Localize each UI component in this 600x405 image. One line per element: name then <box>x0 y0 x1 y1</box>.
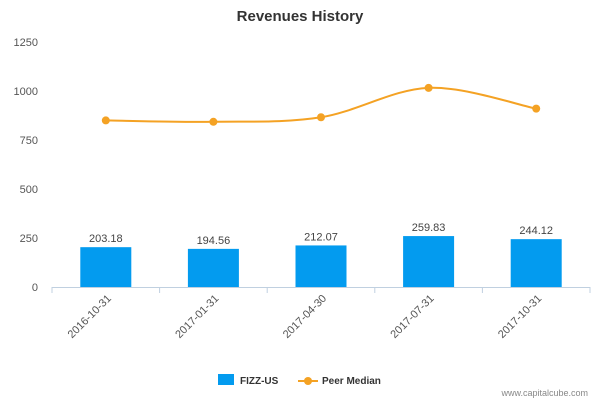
legend: FIZZ-US Peer Median <box>218 374 381 387</box>
y-tick-label: 1250 <box>14 37 38 49</box>
peer-median-point <box>317 113 325 122</box>
x-tick-label: 2017-01-31 <box>173 293 221 341</box>
peer-median-point <box>424 83 433 92</box>
legend-swatch-fizz-us <box>218 374 234 385</box>
bar-data-label: 203.18 <box>89 233 123 245</box>
bar-data-label: 212.07 <box>304 231 338 243</box>
y-tick-label: 500 <box>20 184 38 196</box>
peer-median-point <box>532 104 541 113</box>
bar <box>187 248 239 287</box>
bar-series-fizz-us: 203.18 194.56 212.07 259.83 244.12 <box>80 222 562 287</box>
x-tick-label: 2016-10-31 <box>66 293 114 341</box>
y-tick-label: 0 <box>32 282 38 294</box>
bar-data-label: 194.56 <box>197 235 231 247</box>
legend-label-peer-median[interactable]: Peer Median <box>322 376 381 387</box>
x-tick-label: 2017-04-30 <box>281 293 329 341</box>
bar <box>510 239 562 287</box>
chart-title: Revenues History <box>237 8 364 25</box>
y-axis: 0 250 500 750 1000 1250 <box>14 37 38 294</box>
bar-data-label: 259.83 <box>412 222 446 234</box>
y-tick-label: 1000 <box>14 86 38 98</box>
peer-median-point <box>101 116 110 125</box>
bar-data-label: 244.12 <box>519 225 553 237</box>
line-series-peer-median <box>101 83 541 126</box>
y-tick-label: 250 <box>20 233 38 245</box>
x-tick-label: 2017-07-31 <box>388 293 436 341</box>
watermark-text: www.capitalcube.com <box>500 388 588 398</box>
bar <box>295 245 347 287</box>
y-tick-label: 750 <box>20 135 38 147</box>
x-tick-label: 2017-10-31 <box>496 293 544 341</box>
x-axis: 2016-10-31 2017-01-31 2017-04-30 2017-07-31… <box>51 287 591 341</box>
peer-median-point <box>209 117 218 126</box>
bar <box>403 236 455 287</box>
legend-label-fizz-us[interactable]: FIZZ-US <box>240 376 279 387</box>
legend-swatch-peer-median-marker <box>304 377 312 385</box>
bar <box>80 247 132 287</box>
